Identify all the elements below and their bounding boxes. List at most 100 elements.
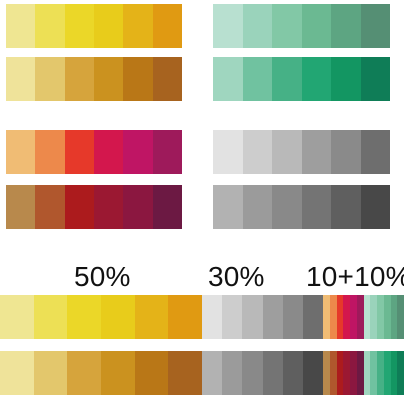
- color-swatch: [336, 295, 344, 339]
- color-swatch: [67, 351, 102, 395]
- swatch-group: [363, 295, 404, 339]
- color-swatch: [363, 351, 371, 395]
- color-swatch: [123, 130, 153, 174]
- color-swatch: [360, 4, 390, 48]
- label-50-percent: 50%: [74, 261, 131, 292]
- color-swatch: [360, 57, 390, 101]
- color-swatch: [272, 185, 302, 229]
- color-swatch: [242, 185, 272, 229]
- green-dark-swatch-row: [213, 57, 390, 101]
- color-swatch: [323, 295, 330, 339]
- color-swatch: [282, 351, 304, 395]
- red-light-swatch-row: [6, 130, 182, 174]
- color-swatch: [35, 57, 65, 101]
- color-swatch: [331, 130, 361, 174]
- color-swatch: [360, 130, 390, 174]
- color-swatch: [202, 295, 223, 339]
- color-swatch: [64, 185, 94, 229]
- color-swatch: [123, 185, 153, 229]
- swatch-group: [0, 351, 203, 395]
- gray-dark-swatch-row: [213, 185, 390, 229]
- color-swatch: [35, 185, 65, 229]
- swatch-group: [323, 295, 364, 339]
- color-swatch: [242, 4, 272, 48]
- green-light-swatch-row: [213, 4, 390, 48]
- color-swatch: [301, 130, 331, 174]
- color-swatch: [152, 4, 182, 48]
- color-swatch: [377, 295, 384, 339]
- combined-dark-swatch-row: [0, 351, 404, 395]
- color-swatch: [213, 185, 243, 229]
- color-swatch: [6, 185, 36, 229]
- swatch-group: [363, 351, 404, 395]
- color-swatch: [152, 57, 182, 101]
- color-swatch: [397, 295, 404, 339]
- color-swatch: [363, 295, 371, 339]
- gray-light-swatch-row: [213, 130, 390, 174]
- color-swatch: [301, 4, 331, 48]
- color-swatch: [242, 57, 272, 101]
- color-swatch: [0, 295, 34, 339]
- color-swatch: [213, 130, 243, 174]
- color-swatch: [6, 130, 36, 174]
- color-swatch: [329, 351, 337, 395]
- label-10-plus-10-percent: 10+10%: [306, 261, 404, 292]
- color-swatch: [370, 295, 378, 339]
- color-swatch: [331, 185, 361, 229]
- color-swatch: [242, 295, 263, 339]
- color-swatch: [329, 295, 337, 339]
- color-swatch: [93, 57, 124, 101]
- color-swatch: [383, 351, 391, 395]
- color-swatch: [390, 351, 398, 395]
- color-swatch: [64, 57, 94, 101]
- color-swatch: [101, 295, 135, 339]
- color-swatch: [272, 4, 302, 48]
- color-swatch: [323, 351, 330, 395]
- color-swatch: [101, 351, 135, 395]
- color-swatch: [35, 4, 65, 48]
- color-swatch: [35, 130, 65, 174]
- color-swatch: [343, 351, 351, 395]
- combined-light-swatch-row: [0, 295, 404, 339]
- color-swatch: [64, 4, 94, 48]
- color-swatch: [134, 351, 169, 395]
- color-swatch: [272, 57, 302, 101]
- color-swatch: [222, 351, 243, 395]
- color-swatch: [152, 130, 182, 174]
- color-swatch: [377, 351, 384, 395]
- color-swatch: [168, 295, 203, 339]
- color-swatch: [213, 4, 243, 48]
- color-swatch: [93, 4, 124, 48]
- color-swatch: [152, 185, 182, 229]
- yellow-light-swatch-row: [6, 4, 182, 48]
- color-swatch: [360, 185, 390, 229]
- color-swatch: [336, 351, 344, 395]
- color-swatch: [356, 351, 364, 395]
- color-swatch: [213, 57, 243, 101]
- color-swatch: [262, 351, 283, 395]
- color-swatch: [33, 351, 68, 395]
- color-swatch: [397, 351, 404, 395]
- label-30-percent: 30%: [208, 261, 265, 292]
- color-swatch: [202, 351, 223, 395]
- color-swatch: [350, 295, 357, 339]
- color-swatch: [33, 295, 68, 339]
- color-swatch: [343, 295, 351, 339]
- swatch-group: [202, 351, 324, 395]
- color-swatch: [67, 295, 102, 339]
- color-swatch: [0, 351, 34, 395]
- color-swatch: [331, 4, 361, 48]
- color-swatch: [282, 295, 304, 339]
- red-dark-swatch-row: [6, 185, 182, 229]
- color-swatch: [350, 351, 357, 395]
- color-swatch: [6, 57, 36, 101]
- color-swatch: [123, 4, 153, 48]
- color-swatch: [93, 185, 124, 229]
- color-swatch: [331, 57, 361, 101]
- color-swatch: [242, 130, 272, 174]
- color-swatch: [168, 351, 203, 395]
- color-swatch: [262, 295, 283, 339]
- color-swatch: [301, 57, 331, 101]
- color-swatch: [303, 295, 324, 339]
- color-swatch: [370, 351, 378, 395]
